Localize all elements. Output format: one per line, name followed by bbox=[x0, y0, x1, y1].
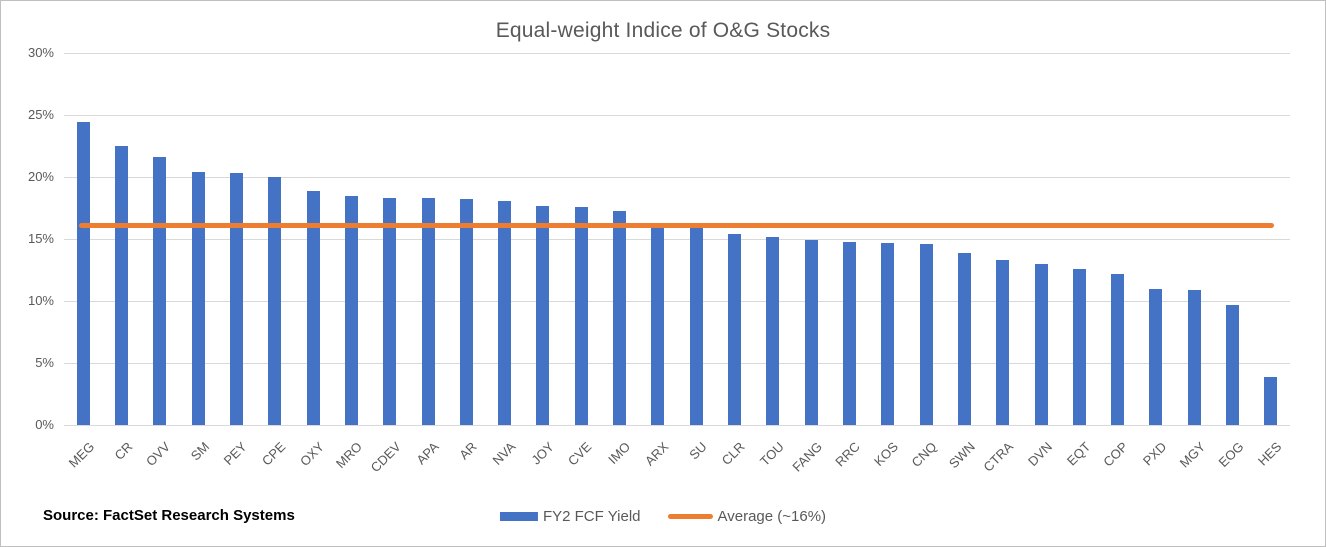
x-tick-label-cve: CVE bbox=[565, 439, 595, 469]
x-tick-label-eqt: EQT bbox=[1063, 439, 1093, 469]
bar-dvn bbox=[1034, 263, 1048, 425]
y-tick-label: 10% bbox=[27, 293, 54, 308]
bar-oxy bbox=[306, 190, 320, 425]
bar-pey bbox=[229, 173, 243, 425]
bar-cve bbox=[574, 206, 588, 425]
x-tick-label-nva: NVA bbox=[489, 439, 519, 468]
y-tick-label: 25% bbox=[27, 107, 54, 122]
bar-apa bbox=[421, 198, 435, 425]
x-tick-label-rrc: RRC bbox=[832, 439, 864, 470]
x-tick-label-oxy: OXY bbox=[296, 439, 327, 470]
x-tick-label-arx: ARX bbox=[641, 439, 672, 469]
legend: FY2 FCF Yield Average (~16%) bbox=[499, 508, 826, 525]
bar-joy bbox=[536, 205, 550, 425]
bar-eqt bbox=[1072, 268, 1086, 425]
bar-swn bbox=[957, 252, 971, 425]
x-tick-label-mro: MRO bbox=[332, 439, 365, 472]
x-tick-label-meg: MEG bbox=[65, 439, 97, 471]
legend-average-label: Average (~16%) bbox=[717, 508, 827, 525]
gridline bbox=[64, 301, 1290, 302]
x-tick-label-su: SU bbox=[686, 439, 710, 463]
average-line bbox=[79, 222, 1274, 228]
x-tick-label-cdev: CDEV bbox=[367, 439, 404, 476]
bar-swatch-icon bbox=[499, 512, 538, 521]
bar-rrc bbox=[842, 241, 856, 425]
bar-fang bbox=[804, 240, 818, 425]
x-tick-label-cop: COP bbox=[1100, 439, 1132, 470]
chart-title: Equal-weight Indice of O&G Stocks bbox=[495, 19, 831, 42]
x-tick-label-sm: SM bbox=[187, 439, 212, 464]
x-tick-label-fang: FANG bbox=[789, 439, 825, 475]
gridline bbox=[64, 115, 1290, 116]
bar-meg bbox=[76, 122, 90, 425]
bar-kos bbox=[881, 242, 895, 425]
x-tick-label-dvn: DVN bbox=[1024, 439, 1055, 470]
x-tick-label-pey: PEY bbox=[221, 439, 251, 469]
gridline bbox=[64, 239, 1290, 240]
x-tick-label-kos: KOS bbox=[871, 439, 902, 470]
bar-arx bbox=[651, 226, 665, 425]
bar-cdev bbox=[383, 198, 397, 425]
x-tick-label-tou: TOU bbox=[756, 439, 787, 469]
bar-ovv bbox=[153, 157, 167, 425]
x-tick-label-eog: EOG bbox=[1215, 439, 1247, 471]
bar-mgy bbox=[1187, 289, 1201, 425]
x-tick-label-apa: APA bbox=[413, 439, 442, 468]
x-tick-label-cnq: CNQ bbox=[908, 439, 940, 471]
line-swatch-icon bbox=[667, 514, 713, 519]
bar-su bbox=[689, 227, 703, 425]
bar-imo bbox=[613, 210, 626, 425]
x-tick-label-imo: IMO bbox=[605, 439, 634, 467]
x-tick-label-hes: HES bbox=[1254, 439, 1285, 469]
y-tick-label: 5% bbox=[35, 355, 54, 370]
x-tick-label-clr: CLR bbox=[719, 439, 749, 469]
gridline bbox=[64, 53, 1290, 54]
gridline bbox=[64, 363, 1290, 364]
bar-tou bbox=[766, 236, 780, 425]
y-tick-label: 15% bbox=[27, 231, 54, 246]
bar-eog bbox=[1226, 304, 1239, 425]
x-tick-label-mgy: MGY bbox=[1176, 439, 1208, 471]
x-tick-label-joy: JOY bbox=[528, 439, 557, 468]
legend-item-average: Average (~16%) bbox=[667, 508, 826, 525]
legend-series-label: FY2 FCF Yield bbox=[542, 508, 641, 525]
x-tick-label-ctra: CTRA bbox=[980, 439, 1017, 475]
gridline bbox=[64, 425, 1290, 426]
legend-item-series: FY2 FCF Yield bbox=[499, 508, 641, 525]
bar-cnq bbox=[919, 244, 933, 425]
bar-hes bbox=[1264, 376, 1278, 425]
x-tick-label-cr: CR bbox=[111, 439, 136, 463]
bar-cr bbox=[115, 146, 128, 425]
bar-cop bbox=[1111, 273, 1125, 425]
source-note: Source: FactSet Research Systems bbox=[43, 507, 295, 524]
x-tick-label-pxd: PXD bbox=[1140, 439, 1170, 469]
bar-ctra bbox=[996, 260, 1010, 425]
x-tick-label-ar: AR bbox=[456, 439, 480, 463]
bar-ar bbox=[459, 199, 473, 425]
x-tick-label-swn: SWN bbox=[945, 439, 978, 472]
bar-nva bbox=[498, 200, 512, 425]
bar-cpe bbox=[268, 177, 282, 425]
bar-pxd bbox=[1149, 288, 1163, 425]
x-tick-label-cpe: CPE bbox=[258, 439, 289, 469]
bar-mro bbox=[344, 195, 358, 425]
x-tick-label-ovv: OVV bbox=[143, 439, 174, 470]
bar-sm bbox=[191, 172, 205, 425]
bar-clr bbox=[728, 234, 741, 425]
gridline bbox=[64, 177, 1290, 178]
y-tick-label: 30% bbox=[27, 45, 54, 60]
y-tick-label: 20% bbox=[27, 169, 54, 184]
y-tick-label: 0% bbox=[35, 417, 54, 432]
